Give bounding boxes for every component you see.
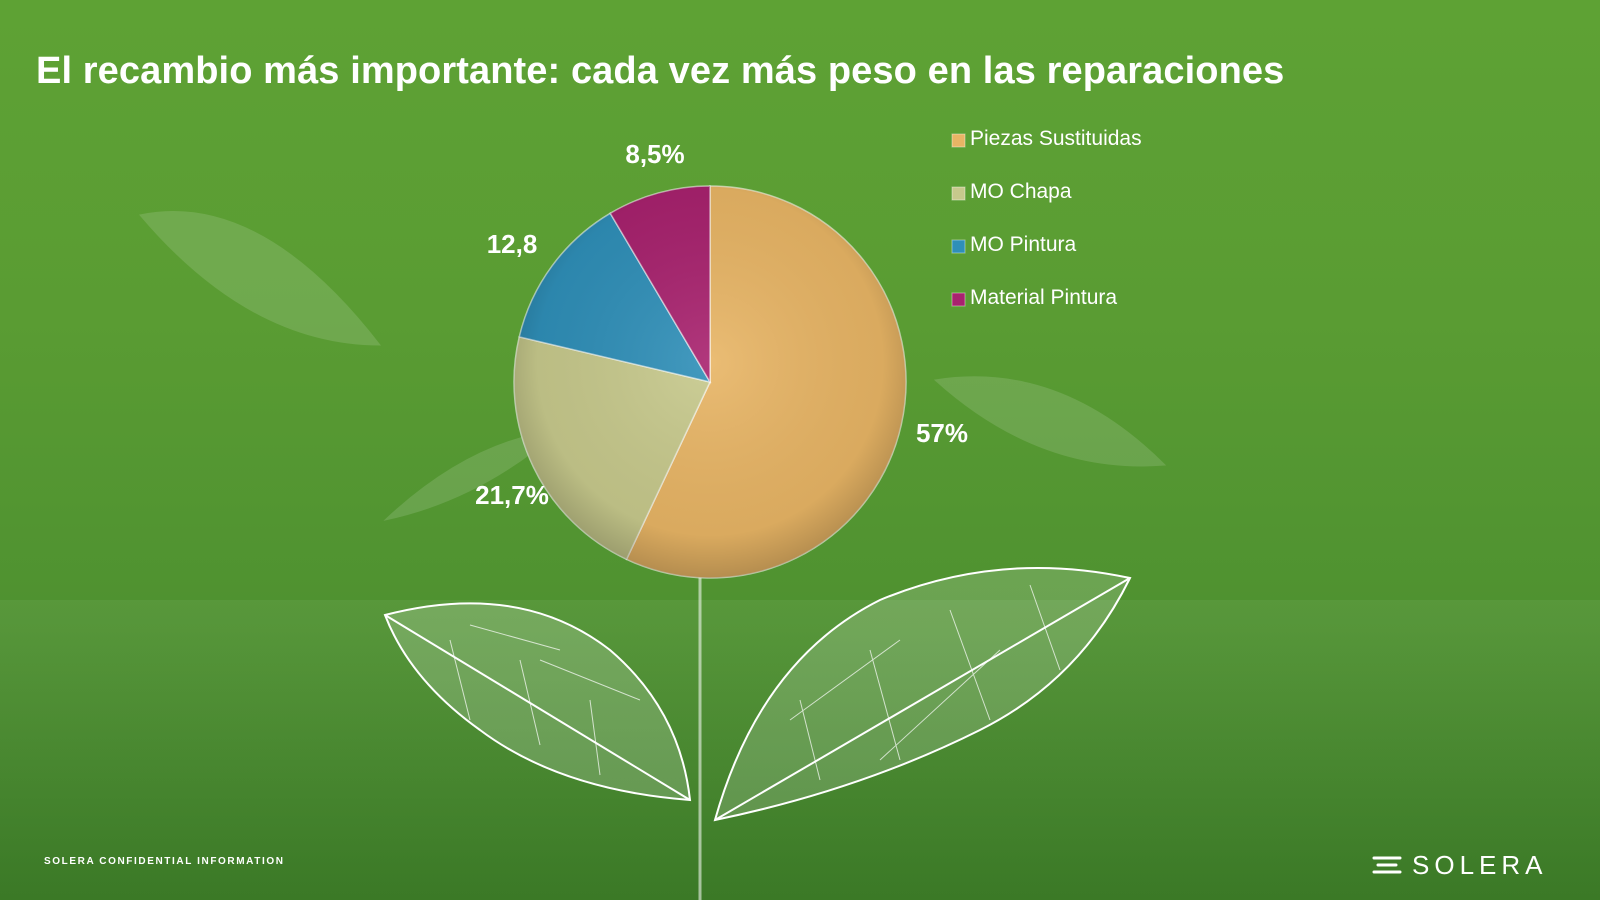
- legend-swatch-material-pintura: [951, 292, 966, 307]
- logo-wordmark: SOLERA: [1412, 849, 1548, 880]
- leaf-right: [713, 566, 1132, 822]
- leaf-left: [383, 602, 692, 802]
- background-band: [0, 600, 1600, 900]
- legend-swatch-mo-chapa: [951, 186, 966, 201]
- slice-labels: 57% 21,7% 12,8 8,5%: [475, 139, 968, 510]
- solera-logo: SOLERA: [1372, 850, 1548, 880]
- data-label-mo-chapa: 21,7%: [475, 480, 549, 510]
- solera-mark-icon: [1372, 856, 1402, 874]
- legend-swatch-piezas-sustituidas: [951, 133, 966, 148]
- background-leaf-right: [933, 376, 1167, 467]
- data-label-piezas-sustituidas: 57%: [916, 418, 968, 448]
- legend-label-mo-chapa: MO Chapa: [970, 180, 1072, 203]
- legend-label-piezas-sustituidas: Piezas Sustituidas: [970, 127, 1142, 150]
- legend-swatch-mo-pintura: [951, 239, 966, 254]
- confidential-note: SOLERA CONFIDENTIAL INFORMATION: [44, 856, 285, 867]
- chart-legend: Piezas Sustituidas MO Chapa MO Pintura Mate…: [951, 127, 1142, 309]
- data-label-material-pintura: 8,5%: [625, 139, 684, 169]
- slide-title: El recambio más importante: cada vez más…: [36, 50, 1285, 92]
- background-leaf-left: [139, 211, 382, 346]
- globe-shading: [514, 186, 906, 578]
- legend-label-mo-pintura: MO Pintura: [970, 233, 1077, 256]
- data-label-mo-pintura: 12,8: [487, 229, 538, 259]
- legend-label-material-pintura: Material Pintura: [970, 286, 1117, 309]
